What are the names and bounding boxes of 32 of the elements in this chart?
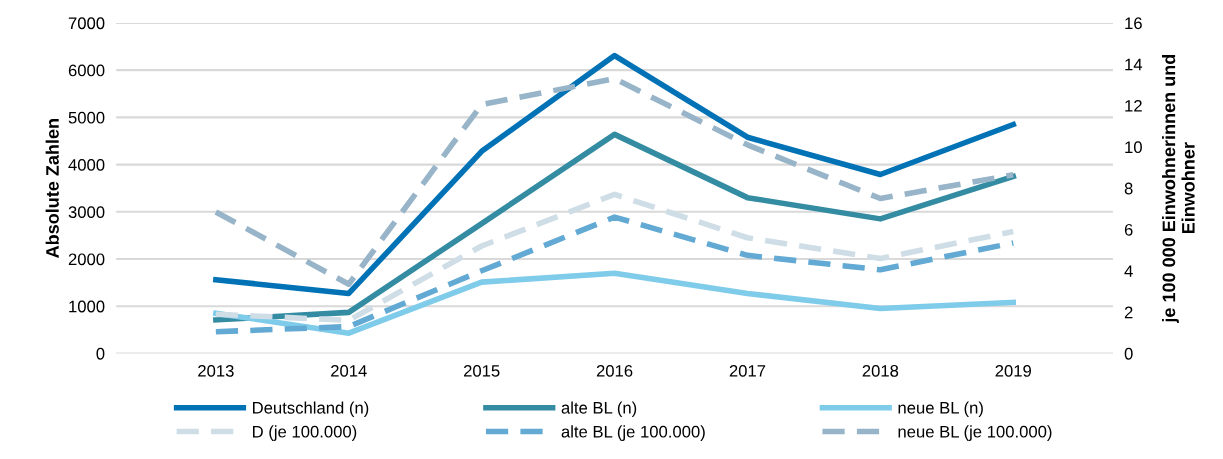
x-tick-label: 2015 xyxy=(463,364,500,377)
legend-label: D (je 100.000) xyxy=(253,425,357,441)
legend-label: neue BL (n) xyxy=(898,401,983,418)
y-axis-title: Absolute Zahlen xyxy=(45,119,59,258)
y2-tick-label: 8 xyxy=(1124,182,1133,195)
y-tick-label: 3000 xyxy=(68,206,105,218)
y2-tick-label: 10 xyxy=(1125,141,1142,154)
y-tick-label: 5000 xyxy=(68,111,105,124)
x-tick-label: 2016 xyxy=(596,364,633,377)
x-tick-label: 2019 xyxy=(995,364,1032,377)
y-tick-label: 4000 xyxy=(68,158,105,171)
y2-tick-label: 16 xyxy=(1125,17,1142,30)
x-tick-label: 2014 xyxy=(331,364,367,377)
y2-axis-title: je 100 000 Einwohnerinnen und Einwohner xyxy=(1162,54,1195,323)
y2-tick-label: 0 xyxy=(1124,347,1133,360)
y-tick-label: 6000 xyxy=(68,64,105,77)
legend-label: alte BL (je 100.000) xyxy=(561,425,705,441)
y-tick-label: 7000 xyxy=(68,17,105,30)
y-tick-label: 2000 xyxy=(68,253,105,266)
y-tick-label: 1000 xyxy=(69,300,105,313)
y2-tick-label: 2 xyxy=(1124,306,1133,319)
y2-tick-label: 12 xyxy=(1125,99,1142,112)
x-tick-label: 2018 xyxy=(862,364,899,377)
y-tick-label: 0 xyxy=(96,347,105,360)
legend-label: neue BL (je 100.000) xyxy=(898,425,1052,441)
y2-tick-label: 6 xyxy=(1124,223,1133,236)
legend-label: alte BL (n) xyxy=(561,401,637,418)
y2-tick-label: 4 xyxy=(1124,265,1133,277)
x-tick-label: 2017 xyxy=(729,364,766,377)
y2-tick-label: 14 xyxy=(1125,58,1143,71)
x-tick-label: 2013 xyxy=(198,364,234,377)
legend-label: Deutschland (n) xyxy=(253,401,369,418)
